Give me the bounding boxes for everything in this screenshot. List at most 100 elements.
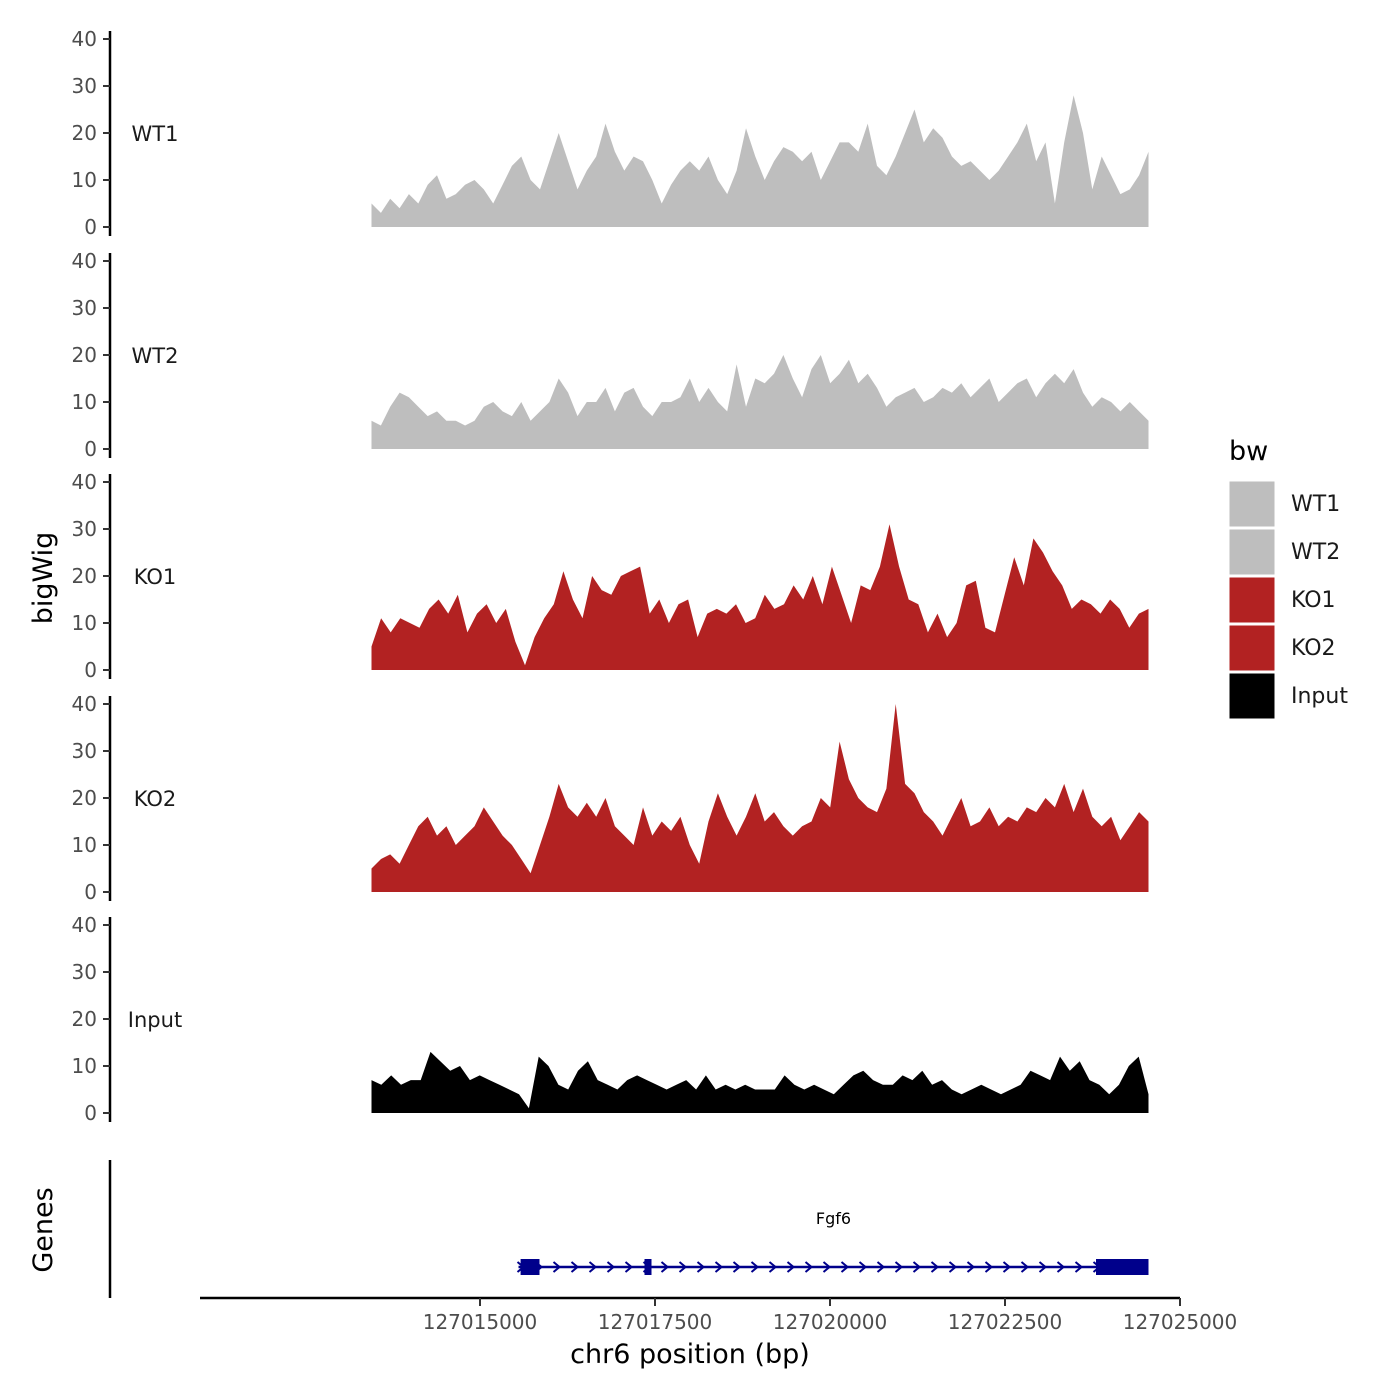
- strand-arrow: [822, 1261, 832, 1273]
- signal-area-ko2: [371, 704, 1149, 892]
- signal-area-wt2: [371, 355, 1149, 449]
- track-wt1: 0 10 20 30 40 WT1: [72, 27, 1149, 239]
- strand-arrow: [984, 1261, 994, 1273]
- strand-arrow: [1002, 1261, 1012, 1273]
- y-tick-label-ko1-30: 30: [72, 517, 97, 541]
- strand-arrow: [1020, 1261, 1030, 1273]
- track-input: 0 10 20 30 40 Input: [72, 913, 1149, 1125]
- strand-arrow: [804, 1261, 814, 1273]
- strand-arrow: [894, 1261, 904, 1273]
- y-tick-label-input-10: 10: [72, 1054, 97, 1078]
- legend: bw WT1 WT2 KO1 KO2 Input: [1228, 436, 1348, 720]
- signal-area-ko1: [371, 524, 1149, 670]
- legend-title: bw: [1229, 436, 1268, 467]
- strand-arrow: [768, 1261, 778, 1273]
- y-tick-label-ko2-30: 30: [72, 739, 97, 763]
- x-tick-label-127022500: 127022500: [948, 1310, 1063, 1334]
- track-label-wt1: WT1: [132, 122, 179, 146]
- strand-arrow: [750, 1261, 760, 1273]
- y-tick-label-input-30: 30: [72, 960, 97, 984]
- legend-label-ko2: KO2: [1291, 636, 1336, 661]
- legend-entry-input: Input: [1228, 672, 1348, 720]
- legend-swatch-wt1: [1228, 480, 1276, 528]
- y-tick-label-input-0: 0: [84, 1101, 97, 1125]
- strand-arrow: [948, 1261, 958, 1273]
- y-tick-label-wt1-0: 0: [84, 215, 97, 239]
- strand-arrow: [588, 1261, 598, 1273]
- gene-strand-arrows: [516, 1261, 1138, 1273]
- track-wt2: 0 10 20 30 40 WT2: [72, 249, 1149, 461]
- track-ko1: 0 10 20 30 40 KO1: [72, 470, 1149, 682]
- strand-arrow: [1038, 1261, 1048, 1273]
- signal-area-input: [371, 1051, 1149, 1113]
- strand-arrow: [552, 1261, 562, 1273]
- strand-arrow: [624, 1261, 634, 1273]
- strand-arrow: [840, 1261, 850, 1273]
- gene-exon-2: [644, 1259, 652, 1275]
- y-axis-title: bigWig: [28, 532, 59, 625]
- y-tick-label-ko1-20: 20: [72, 564, 97, 588]
- x-tick-label-127020000: 127020000: [773, 1310, 888, 1334]
- track-label-ko1: KO1: [134, 565, 177, 589]
- strand-arrow: [930, 1261, 940, 1273]
- gene-track-title: Genes: [28, 1187, 59, 1272]
- x-tick-label-127015000: 127015000: [423, 1310, 538, 1334]
- x-axis-title: chr6 position (bp): [570, 1339, 810, 1370]
- legend-entry-ko1: KO1: [1228, 576, 1336, 624]
- strand-arrow: [606, 1261, 616, 1273]
- strand-arrow: [1056, 1261, 1066, 1273]
- gene-exon-3: [1096, 1259, 1149, 1275]
- y-tick-label-ko1-40: 40: [72, 470, 97, 494]
- strand-arrow: [660, 1261, 670, 1273]
- legend-swatch-wt2: [1228, 528, 1276, 576]
- gene-track: Fgf6: [108, 1160, 1149, 1298]
- legend-entry-wt2: WT2: [1228, 528, 1340, 576]
- strand-arrow: [714, 1261, 724, 1273]
- y-tick-label-input-20: 20: [72, 1007, 97, 1031]
- legend-swatch-input: [1228, 672, 1276, 720]
- signal-tracks: 0 10 20 30 40 WT1 0 10 20 30 40 WT2 0 10 20 30 40 KO1 0 10 2…: [72, 27, 1149, 1125]
- y-tick-label-wt1-20: 20: [72, 121, 97, 145]
- y-tick-label-wt1-40: 40: [72, 27, 97, 51]
- strand-arrow: [570, 1261, 580, 1273]
- y-tick-label-ko2-20: 20: [72, 786, 97, 810]
- y-tick-label-wt2-30: 30: [72, 296, 97, 320]
- gene-name-label: Fgf6: [816, 1209, 851, 1228]
- strand-arrow: [858, 1261, 868, 1273]
- x-tick-label-127017500: 127017500: [598, 1310, 713, 1334]
- y-tick-label-wt2-10: 10: [72, 390, 97, 414]
- legend-entry-ko2: KO2: [1228, 624, 1336, 672]
- strand-arrow: [786, 1261, 796, 1273]
- strand-arrow: [732, 1261, 742, 1273]
- strand-arrow: [1074, 1261, 1084, 1273]
- y-tick-label-input-40: 40: [72, 913, 97, 937]
- legend-label-ko1: KO1: [1291, 588, 1336, 613]
- signal-area-wt1: [371, 95, 1149, 228]
- x-tick-label-127025000: 127025000: [1123, 1310, 1238, 1334]
- track-label-wt2: WT2: [132, 344, 179, 368]
- legend-label-wt1: WT1: [1291, 492, 1340, 517]
- gene-exon-1: [520, 1259, 540, 1275]
- y-tick-label-wt1-10: 10: [72, 168, 97, 192]
- y-tick-label-ko2-10: 10: [72, 833, 97, 857]
- strand-arrow: [912, 1261, 922, 1273]
- y-tick-label-wt1-30: 30: [72, 74, 97, 98]
- y-tick-label-ko2-40: 40: [72, 692, 97, 716]
- strand-arrow: [696, 1261, 706, 1273]
- y-tick-label-ko1-0: 0: [84, 658, 97, 682]
- strand-arrow: [966, 1261, 976, 1273]
- y-tick-label-ko2-0: 0: [84, 880, 97, 904]
- y-tick-label-wt2-0: 0: [84, 437, 97, 461]
- y-tick-label-wt2-40: 40: [72, 249, 97, 273]
- y-tick-label-ko1-10: 10: [72, 611, 97, 635]
- y-tick-label-wt2-20: 20: [72, 343, 97, 367]
- legend-label-input: Input: [1291, 684, 1348, 709]
- track-ko2: 0 10 20 30 40 KO2: [72, 692, 1149, 904]
- track-label-ko2: KO2: [134, 787, 177, 811]
- legend-label-wt2: WT2: [1291, 540, 1340, 565]
- track-label-input: Input: [128, 1008, 182, 1032]
- legend-swatch-ko1: [1228, 576, 1276, 624]
- legend-entry-wt1: WT1: [1228, 480, 1340, 528]
